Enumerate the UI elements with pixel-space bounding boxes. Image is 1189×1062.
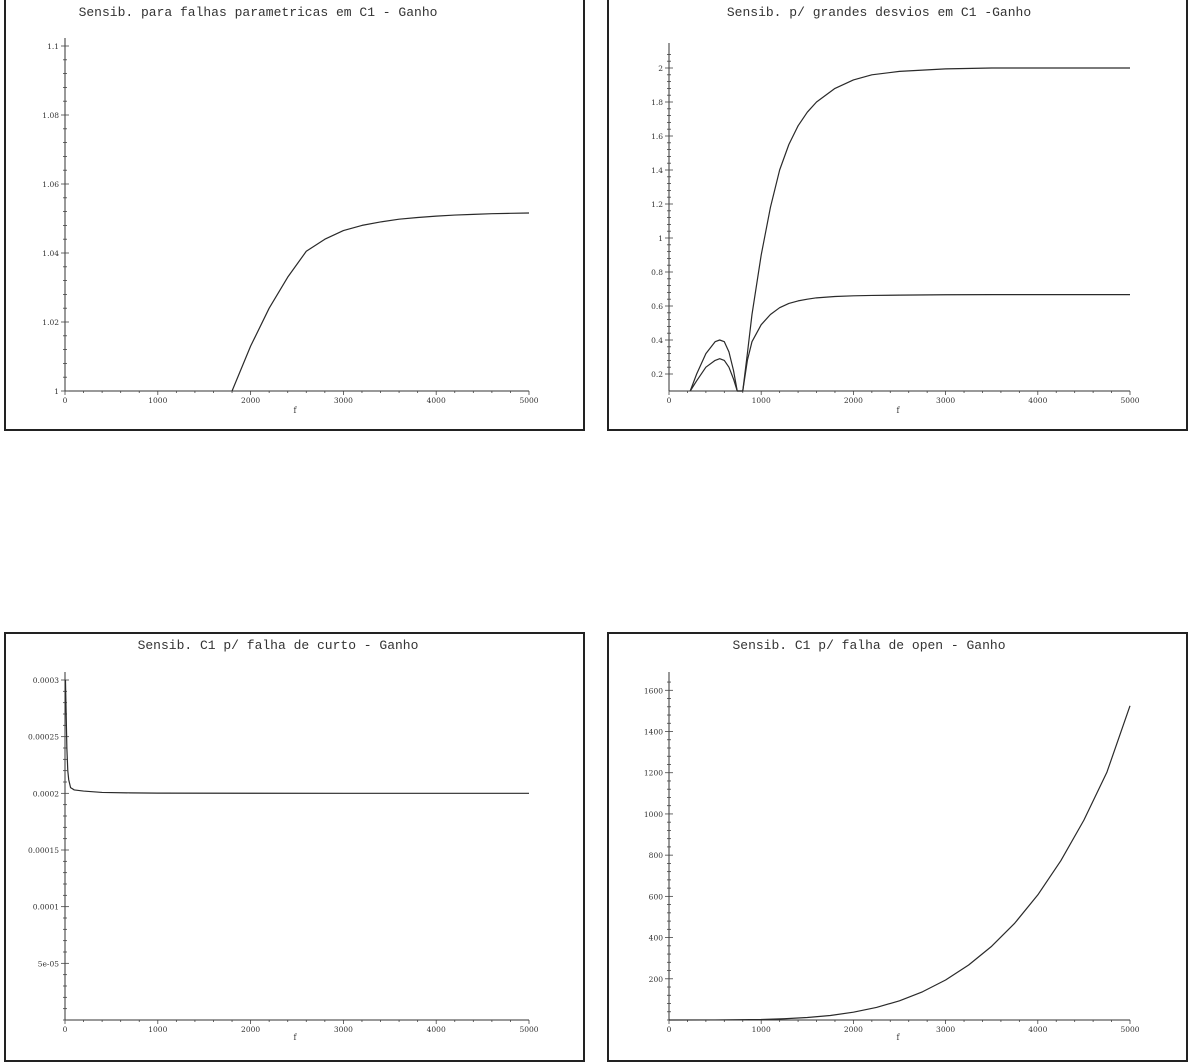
x-tick-label: 2000 (241, 1025, 260, 1034)
chart-panel-sensitivity-parametric: Sensib. para falhas parametricas em C1 -… (4, 0, 585, 431)
chart-short-fault: Sensib. C1 p/ falha de curto - Ganho 0 100… (28, 638, 539, 1042)
y-tick-label: 0.00015 (28, 846, 59, 855)
x-tick-label: 3000 (936, 1025, 955, 1034)
x-tick-label: 3000 (334, 396, 353, 405)
chart-panel-sensitivity-open-fault: Sensib. C1 p/ falha de open - Ganho 0 1000… (607, 632, 1188, 1062)
y-tick-label: 600 (649, 892, 664, 901)
y-tick-label: 0.0003 (33, 676, 59, 685)
x-tick-label: 4000 (427, 396, 446, 405)
y-tick-label: 1600 (644, 686, 663, 695)
x-axis-label: f (294, 1033, 298, 1042)
series-line-2 (689, 294, 1130, 392)
chart-title: Sensib. C1 p/ falha de open - Ganho (732, 638, 1005, 653)
y-tick-label: 0.6 (651, 302, 663, 311)
x-tick-label: 1000 (752, 1025, 771, 1034)
y-tick-label: 1000 (644, 810, 663, 819)
y-tick-label: 1 (54, 387, 59, 396)
y-tick-label: 200 (649, 975, 664, 984)
x-tick-label: 0 (667, 1025, 672, 1034)
series-line-1 (64, 679, 529, 794)
y-tick-label: 1.4 (651, 166, 663, 175)
y-tick-label: 1 (658, 234, 663, 243)
y-tick-label: 800 (649, 851, 664, 860)
series-line-1 (689, 67, 1130, 392)
y-tick-label: 0.2 (651, 370, 663, 379)
y-tick-label: 1.04 (42, 249, 59, 258)
chart-title: Sensib. C1 p/ falha de curto - Ganho (138, 638, 419, 653)
y-tick-label: 0.0001 (33, 903, 59, 912)
series-line-1 (231, 212, 530, 392)
x-axis-label: f (897, 406, 901, 415)
y-tick-label: 400 (649, 934, 664, 943)
x-tick-label: 2000 (844, 396, 863, 405)
chart-title: Sensib. para falhas parametricas em C1 -… (79, 5, 438, 20)
y-tick-label: 1.06 (42, 180, 59, 189)
y-tick-label: 5e-05 (38, 959, 60, 968)
y-tick-label: 0.8 (651, 268, 663, 277)
y-tick-label: 0.00025 (28, 733, 59, 742)
x-tick-label: 1000 (148, 1025, 167, 1034)
x-tick-label: 4000 (427, 1025, 446, 1034)
y-tick-label: 1.6 (651, 132, 663, 141)
y-tick-label: 0.0002 (33, 789, 59, 798)
x-axis-label: f (897, 1033, 901, 1042)
x-tick-label: 3000 (334, 1025, 353, 1034)
x-tick-label: 5000 (1120, 396, 1139, 405)
chart-title: Sensib. p/ grandes desvios em C1 -Ganho (727, 5, 1031, 20)
chart-open-fault: Sensib. C1 p/ falha de open - Ganho 0 1000… (644, 638, 1140, 1042)
x-tick-label: 5000 (1120, 1025, 1139, 1034)
x-tick-label: 2000 (241, 396, 260, 405)
x-tick-label: 4000 (1028, 1025, 1047, 1034)
series-line-1 (668, 705, 1131, 1021)
x-tick-label: 4000 (1028, 396, 1047, 405)
y-tick-label: 1.08 (42, 111, 59, 120)
x-tick-label: 5000 (519, 396, 538, 405)
x-tick-label: 1000 (752, 396, 771, 405)
chart-parametric-faults: Sensib. para falhas parametricas em C1 -… (42, 5, 538, 415)
y-tick-label: 1200 (644, 769, 663, 778)
x-tick-label: 5000 (519, 1025, 538, 1034)
y-tick-label: 1.2 (651, 200, 663, 209)
x-axis-label: f (294, 406, 298, 415)
x-tick-label: 0 (63, 1025, 68, 1034)
x-tick-label: 1000 (148, 396, 167, 405)
chart-panel-sensitivity-large-deviations: Sensib. p/ grandes desvios em C1 -Ganho 0… (607, 0, 1188, 431)
chart-panel-sensitivity-short-fault: Sensib. C1 p/ falha de curto - Ganho 0 100… (4, 632, 585, 1062)
chart-large-deviations: Sensib. p/ grandes desvios em C1 -Ganho 0… (651, 5, 1140, 415)
x-tick-label: 0 (667, 396, 672, 405)
y-tick-label: 0.4 (651, 336, 663, 345)
y-tick-label: 2 (658, 64, 663, 73)
x-tick-label: 2000 (844, 1025, 863, 1034)
y-tick-label: 1.8 (651, 98, 663, 107)
x-tick-label: 3000 (936, 396, 955, 405)
y-tick-label: 1.02 (42, 318, 59, 327)
x-tick-label: 0 (63, 396, 68, 405)
y-tick-label: 1.1 (47, 42, 59, 51)
y-tick-label: 1400 (644, 728, 663, 737)
